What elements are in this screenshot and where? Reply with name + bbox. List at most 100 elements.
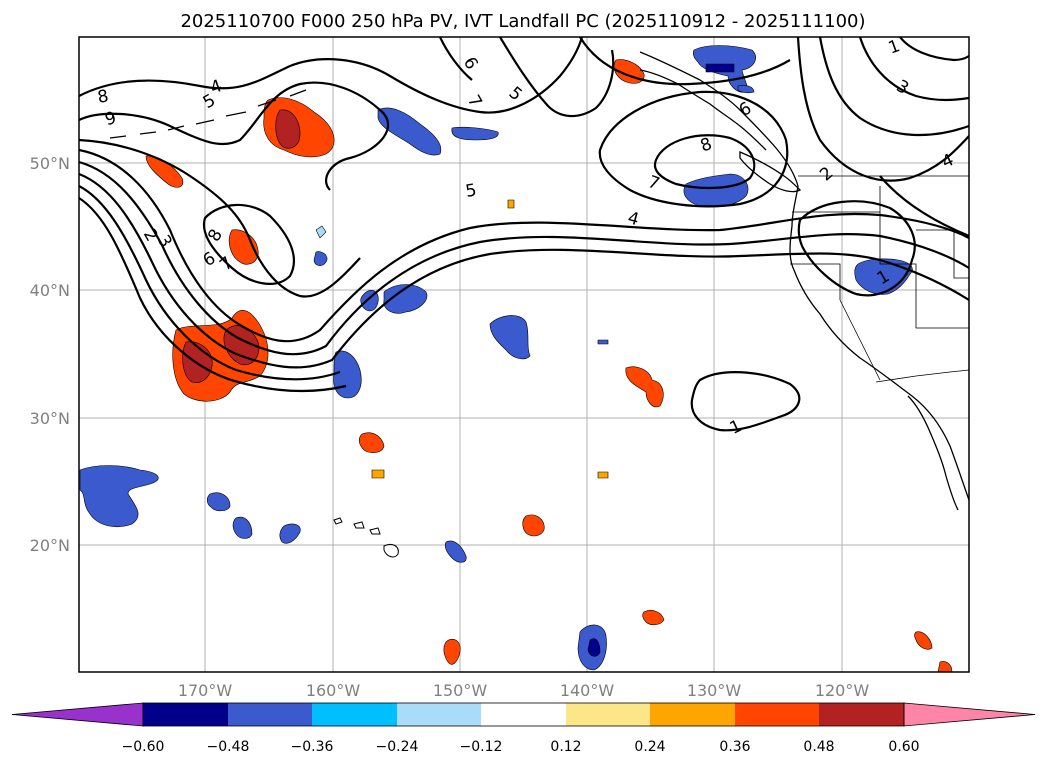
state-border	[916, 229, 969, 279]
hawaiian-islands	[333, 517, 399, 558]
positive-anomalies	[145, 59, 953, 672]
colorbar-segment	[650, 703, 735, 726]
lat-tick-label: 50°N	[30, 154, 70, 173]
positive-anomaly-blob-core	[275, 109, 301, 149]
lat-tick-label: 40°N	[30, 281, 70, 300]
island	[353, 521, 365, 529]
colorbar-label: −0.60	[122, 739, 165, 755]
alaska-panhandle-coast	[639, 69, 767, 151]
pv-contour-line	[579, 37, 791, 86]
colorbar-segment	[735, 703, 819, 726]
positive-anomaly-blob-small	[597, 471, 609, 479]
pv-contour-line	[879, 175, 969, 238]
graticule	[79, 37, 969, 672]
contour-label: 4	[625, 208, 641, 230]
lon-tick-label: 170°W	[178, 681, 233, 700]
negative-anomaly-blob-small	[315, 225, 327, 239]
colorbar-label: −0.24	[376, 739, 419, 755]
negative-anomaly-blob-core	[587, 638, 601, 657]
colorbar-label: 0.12	[550, 739, 581, 755]
pv-contour-line	[79, 81, 390, 191]
negative-anomaly-blob-small	[313, 251, 328, 266]
negative-anomaly-blob-small	[737, 84, 755, 94]
state-border	[790, 263, 841, 300]
pv-contour-line	[653, 134, 756, 190]
colorbar-segment	[481, 703, 566, 726]
pv-contours	[79, 37, 969, 432]
pv-contour-line	[79, 197, 347, 392]
north-america-coastline	[639, 51, 969, 501]
state-border	[839, 299, 881, 381]
pv-contour-line	[797, 200, 916, 297]
negative-anomaly-blob	[232, 516, 253, 539]
pv-contour-line	[79, 185, 341, 381]
map-frame	[78, 36, 970, 673]
colorbar-segment	[143, 703, 228, 726]
colorbar-segment	[566, 703, 650, 726]
pv-contour-line	[79, 148, 969, 343]
negative-anomaly-blob	[383, 284, 428, 314]
positive-anomaly-blob	[522, 514, 545, 537]
negative-anomaly-blob	[489, 315, 531, 360]
colorbar-frame	[142, 702, 905, 727]
pv-contour-line	[858, 37, 969, 102]
negative-anomaly-blob-small	[597, 339, 609, 345]
positive-anomaly-blob	[625, 366, 664, 408]
pv-contour-line	[79, 160, 969, 356]
negative-anomaly-blob	[377, 107, 442, 156]
pv-contour-line	[818, 37, 969, 137]
pv-contour-line	[598, 90, 789, 208]
negative-anomaly-blob	[279, 523, 301, 544]
contour-label: 5	[464, 180, 478, 202]
lat-tick-label: 30°N	[30, 409, 70, 428]
colorbar-label: −0.48	[207, 739, 250, 755]
pv-contour-line	[796, 37, 969, 182]
lon-tick-label: 160°W	[306, 681, 361, 700]
colorbar-segment	[228, 703, 312, 726]
pv-contour-line	[79, 172, 969, 369]
lon-tick-label: 140°W	[560, 681, 615, 700]
figure-title: 2025110700 F000 250 hPa PV, IVT Landfall…	[180, 11, 865, 32]
negative-anomaly-blob	[451, 126, 499, 141]
positive-anomaly-blob-small	[937, 661, 953, 672]
island	[333, 517, 343, 525]
lon-tick-label: 130°W	[687, 681, 742, 700]
colorbar-label: −0.36	[291, 739, 334, 755]
colorbar-segment	[819, 703, 904, 726]
latitude-tick-labels: 50°N 40°N 30°N 20°N	[30, 154, 70, 555]
lon-tick-label: 120°W	[815, 681, 870, 700]
political-borders	[790, 175, 969, 383]
island	[383, 543, 399, 558]
colorbar-segment	[397, 703, 481, 726]
mexico-border	[875, 369, 969, 383]
positive-anomaly-blob	[443, 639, 461, 665]
aleutian-islands	[109, 89, 307, 139]
negative-anomalies	[79, 45, 913, 671]
colorbar-label: 0.60	[888, 739, 919, 755]
contour-label: 9	[103, 108, 119, 130]
coastlines	[109, 51, 969, 511]
vancouver-island-coast	[739, 151, 802, 193]
state-border	[879, 212, 969, 329]
colorbar-labels: −0.60 −0.48 −0.36 −0.24 −0.12 0.12 0.24 …	[122, 739, 920, 755]
lon-tick-label: 150°W	[433, 681, 488, 700]
negative-anomaly-blob	[854, 258, 913, 295]
colorbar-extend-high	[903, 702, 1036, 727]
contour-label: 8	[96, 86, 110, 108]
negative-anomaly-blob	[360, 290, 379, 312]
colorbar-extend-low	[11, 702, 144, 727]
colorbar-label: 0.24	[634, 739, 665, 755]
colorbar-label: 0.36	[719, 739, 750, 755]
pv-contour-line	[499, 37, 615, 118]
colorbar-segments	[11, 702, 1036, 727]
pv-contour-line	[899, 37, 969, 62]
longitude-tick-labels: 170°W 160°W 150°W 140°W 130°W 120°W	[178, 681, 870, 700]
colorbar-label: −0.12	[460, 739, 503, 755]
pv-contour-line	[79, 138, 361, 298]
baja-coastline	[907, 395, 959, 511]
negative-anomaly-blob	[444, 540, 467, 563]
colorbar-segment	[312, 703, 397, 726]
negative-anomaly-blob	[79, 465, 159, 527]
positive-anomaly-blob	[642, 610, 665, 626]
